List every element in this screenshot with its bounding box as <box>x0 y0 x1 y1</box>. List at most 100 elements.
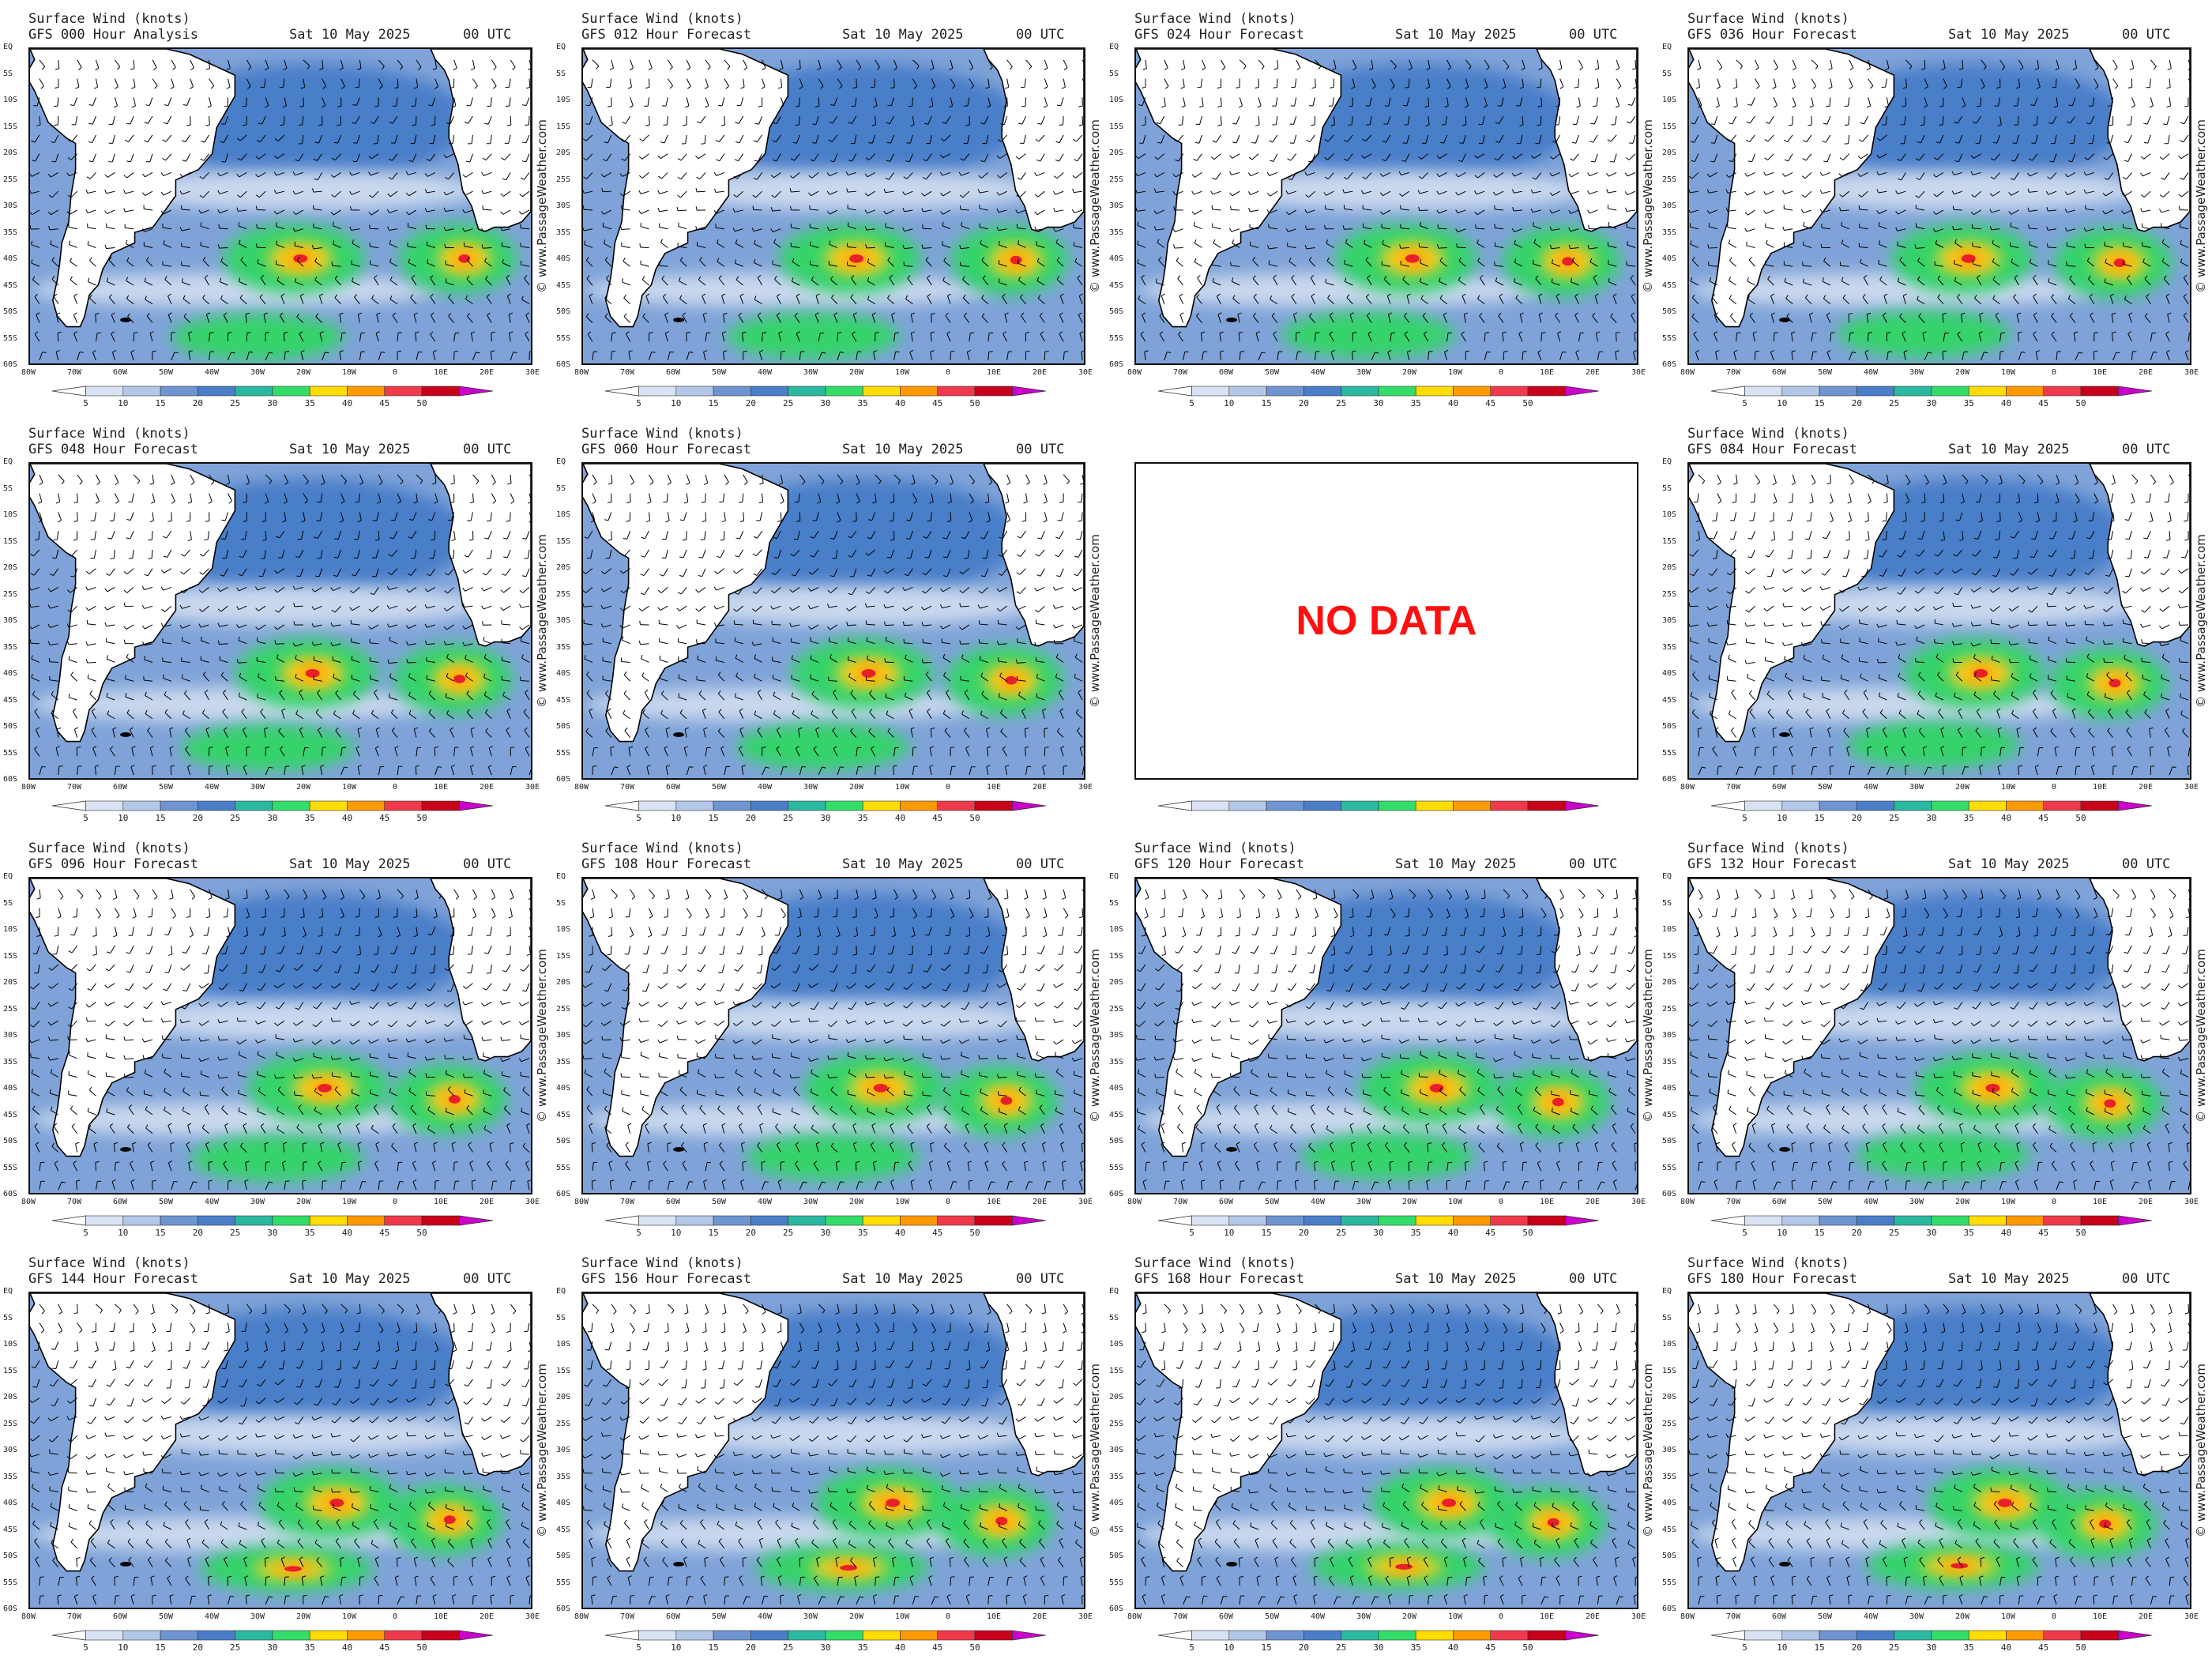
scale-segment <box>384 386 423 397</box>
scale-label: 5 <box>636 813 641 823</box>
scale-label: 30 <box>820 813 831 823</box>
latitude-label: 40S <box>3 1084 18 1093</box>
scale-label: 40 <box>2000 1642 2012 1653</box>
scale-label: 10 <box>671 398 682 408</box>
scale-segment <box>675 386 714 397</box>
longitude-label: 20E <box>2138 783 2154 792</box>
scale-label: 35 <box>1410 398 1421 408</box>
forecast-hour-label: GFS 000 Hour Analysis <box>28 27 198 43</box>
scale-segment <box>2043 800 2082 811</box>
latitude-label: 30S <box>3 616 18 625</box>
scale-segment <box>1415 800 1454 811</box>
map-frame <box>1134 877 1638 1194</box>
longitude-label: 30E <box>1078 1198 1093 1206</box>
color-scale: 5 10 15 20 25 30 35 40 45 50 <box>1134 1215 1608 1239</box>
scale-label: 15 <box>708 398 719 408</box>
scale-left-arrow <box>604 1215 639 1226</box>
forecast-panel: Surface Wind (knots) GFS 000 Hour Analysi… <box>0 0 553 415</box>
scale-label: 40 <box>2000 398 2012 408</box>
longitude-label: 40W <box>1863 783 1879 792</box>
latitude-label: 35S <box>1109 228 1124 237</box>
scale-label: 20 <box>745 1228 757 1238</box>
latitude-label: 30S <box>1662 1031 1677 1040</box>
scale-segment <box>788 386 826 397</box>
title-line: Surface Wind (knots) <box>28 11 190 27</box>
scale-label: 15 <box>155 1642 166 1653</box>
storm-system <box>755 1544 929 1592</box>
longitude-label: 30W <box>250 1612 265 1621</box>
latitude-label: 20S <box>556 563 571 572</box>
scale-segment <box>1378 1215 1416 1226</box>
storm-system <box>190 1134 364 1182</box>
scale-segment <box>825 800 863 811</box>
scale-label: 5 <box>1742 813 1747 823</box>
scale-segment <box>2080 800 2119 811</box>
scale-segment <box>198 386 235 397</box>
scale-segment <box>713 386 751 397</box>
longitude-label: 80W <box>1680 368 1695 377</box>
scale-label: 45 <box>2038 1642 2049 1653</box>
scale-segment <box>347 1215 386 1226</box>
scale-label: 10 <box>118 1642 129 1653</box>
scale-segment <box>1894 1215 1932 1226</box>
latitude-label: 60S <box>1109 1604 1124 1613</box>
scale-label: 30 <box>267 398 278 408</box>
latitude-label: 25S <box>556 1004 571 1014</box>
latitude-label: 40S <box>3 1499 18 1507</box>
latitude-label: 40S <box>3 669 18 678</box>
scale-segment <box>347 800 386 811</box>
longitude-label: 40W <box>204 1612 220 1621</box>
map-frame <box>1687 462 2191 780</box>
forecast-panel: NO DATA <box>1106 415 1659 830</box>
scale-segment <box>1781 1215 1820 1226</box>
latitude-label: 35S <box>3 228 18 237</box>
scale-segment <box>825 1215 863 1226</box>
title-line: Surface Wind (knots) <box>581 841 743 856</box>
forecast-panel: Surface Wind (knots) GFS 132 Hour Forecas… <box>1659 830 2212 1244</box>
scale-label: 30 <box>267 1642 278 1653</box>
scale-segment <box>1453 1215 1492 1226</box>
wind-map <box>1689 464 2190 778</box>
map-frame <box>581 1292 1085 1609</box>
latitude-label: 50S <box>556 1552 571 1560</box>
latitude-label: 45S <box>1109 1525 1124 1534</box>
scale-segment <box>347 1630 386 1641</box>
latitude-label: 20S <box>1662 978 1677 987</box>
latitude-label: 15S <box>1109 1366 1124 1375</box>
scale-label: 50 <box>2075 813 2086 823</box>
storm-system <box>803 1052 946 1123</box>
longitude-label: 0 <box>945 1612 951 1621</box>
title-line: Surface Wind (knots) <box>581 1255 743 1271</box>
credit-text: © www.PassageWeather.com <box>535 534 549 708</box>
forecast-time: 00 UTC <box>1569 27 1618 43</box>
credit: © www.PassageWeather.com <box>2193 47 2209 365</box>
latitude-label: 25S <box>1662 1004 1677 1014</box>
forecast-hour-label: GFS 084 Hour Forecast <box>1687 442 1857 457</box>
falkland-islands <box>673 317 684 322</box>
latitude-label: 50S <box>1662 1552 1677 1560</box>
longitude-label: 30W <box>803 1612 818 1621</box>
longitude-label: 70W <box>1725 783 1741 792</box>
latitude-label: 45S <box>3 1525 18 1534</box>
longitude-label: 30E <box>1078 783 1093 792</box>
credit: © www.PassageWeather.com <box>2193 1292 2209 1609</box>
scale-label: 45 <box>1485 1228 1496 1238</box>
latitude-label: 15S <box>1662 536 1677 546</box>
longitude-label: 20W <box>1954 368 1970 377</box>
title-line: Surface Wind (knots) <box>1134 1255 1296 1271</box>
longitude-label: 10W <box>341 1198 357 1206</box>
wind-map <box>30 49 531 363</box>
scale-segment <box>384 1215 423 1226</box>
falkland-islands <box>673 1146 684 1152</box>
calm-band <box>675 999 1037 1040</box>
scale-segment <box>1304 386 1341 397</box>
scale-label: 20 <box>192 1642 204 1653</box>
storm-system <box>200 1545 374 1593</box>
longitude-label: 10E <box>2092 1198 2108 1206</box>
latitude-label: 15S <box>3 951 18 961</box>
scale-segment <box>2080 1215 2119 1226</box>
latitude-label: 30S <box>556 616 571 625</box>
scale-segment <box>1744 1630 1783 1641</box>
scale-segment <box>713 1215 751 1226</box>
latitude-label: 50S <box>1662 1137 1677 1146</box>
